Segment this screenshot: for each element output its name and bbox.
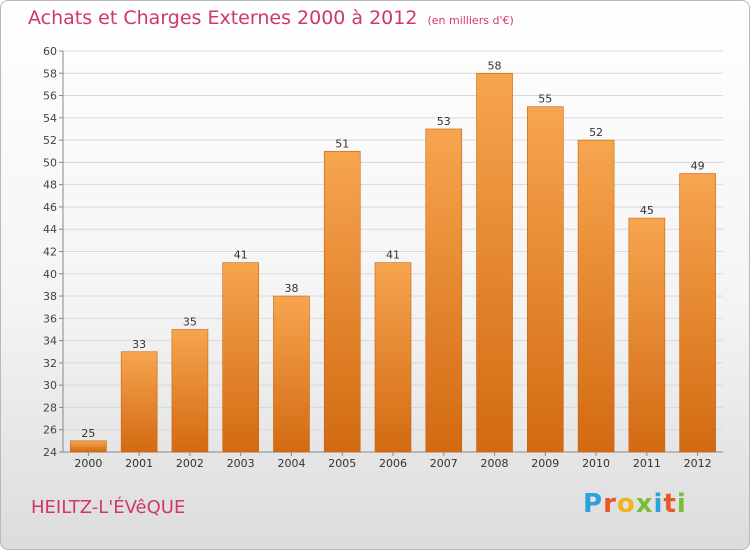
x-tick-label: 2009 xyxy=(531,457,559,470)
y-tick-label: 58 xyxy=(43,67,57,80)
y-tick-label: 44 xyxy=(43,223,57,236)
y-tick-label: 28 xyxy=(43,401,57,414)
y-tick-label: 60 xyxy=(43,45,57,58)
bar-value-label: 35 xyxy=(183,315,197,328)
bar-value-label: 55 xyxy=(538,93,552,106)
bar-2000 xyxy=(70,440,107,453)
bar-value-label: 51 xyxy=(335,137,349,150)
bar-2012 xyxy=(679,173,716,453)
bar-2010 xyxy=(577,139,615,453)
x-tick-label: 2003 xyxy=(227,457,255,470)
y-tick-label: 34 xyxy=(43,335,57,348)
y-tick-label: 24 xyxy=(43,446,57,459)
logo-letter: o xyxy=(616,489,636,519)
y-tick-label: 48 xyxy=(43,179,57,192)
y-tick-label: 42 xyxy=(43,246,57,259)
bar-2007 xyxy=(425,128,463,453)
y-tick-label: 54 xyxy=(43,112,57,125)
bar-2011 xyxy=(628,217,666,453)
x-tick-label: 2000 xyxy=(74,457,102,470)
y-tick-label: 56 xyxy=(43,90,57,103)
bar-2006 xyxy=(374,262,412,453)
bar-value-label: 38 xyxy=(284,282,298,295)
logo-letter: P xyxy=(583,489,604,519)
bar-2008 xyxy=(476,72,513,453)
y-tick-label: 52 xyxy=(43,134,57,147)
bar-value-label: 33 xyxy=(132,338,146,351)
bar-2009 xyxy=(527,106,564,453)
x-tick-label: 2001 xyxy=(125,457,153,470)
logo-letter: i xyxy=(653,489,664,519)
chart-subtitle: (en milliers d'€) xyxy=(427,14,514,27)
bar-value-label: 53 xyxy=(437,115,451,128)
x-tick-label: 2011 xyxy=(633,457,661,470)
bar-value-label: 25 xyxy=(81,427,95,440)
bar-2003 xyxy=(222,262,259,453)
proxiti-logo: Proxiti xyxy=(583,489,687,519)
chart-title: Achats et Charges Externes 2000 à 2012 xyxy=(28,7,418,29)
commune-name: HEILTZ-L'ÉVêQUE xyxy=(31,497,186,518)
x-tick-label: 2002 xyxy=(176,457,204,470)
x-tick-label: 2010 xyxy=(582,457,610,470)
bar-value-label: 52 xyxy=(589,126,603,139)
x-tick-label: 2008 xyxy=(481,457,509,470)
y-tick-label: 46 xyxy=(43,201,57,214)
bar-2002 xyxy=(171,329,209,453)
x-tick-label: 2012 xyxy=(684,457,712,470)
bar-value-label: 45 xyxy=(640,204,654,217)
bar-2004 xyxy=(273,295,310,453)
y-tick-label: 50 xyxy=(43,156,57,169)
x-tick-label: 2007 xyxy=(430,457,458,470)
logo-letter: r xyxy=(603,489,617,519)
bar-2001 xyxy=(120,351,158,453)
bar-value-label: 58 xyxy=(488,59,502,72)
x-tick-label: 2004 xyxy=(277,457,305,470)
x-tick-label: 2005 xyxy=(328,457,356,470)
y-tick-label: 26 xyxy=(43,424,57,437)
logo-letter: x xyxy=(635,489,654,519)
bar-value-label: 41 xyxy=(386,249,400,262)
y-tick-label: 40 xyxy=(43,268,57,281)
x-tick-label: 2006 xyxy=(379,457,407,470)
y-tick-label: 36 xyxy=(43,312,57,325)
y-tick-label: 38 xyxy=(43,290,57,303)
logo-letter: t xyxy=(663,489,677,519)
bar-value-label: 49 xyxy=(691,160,705,173)
y-tick-label: 32 xyxy=(43,357,57,370)
logo-letter: i xyxy=(676,489,687,519)
bar-2005 xyxy=(323,150,361,453)
y-tick-label: 30 xyxy=(43,379,57,392)
chart-title-area: Achats et Charges Externes 2000 à 2012 (e… xyxy=(28,7,514,29)
bar-value-label: 41 xyxy=(234,249,248,262)
